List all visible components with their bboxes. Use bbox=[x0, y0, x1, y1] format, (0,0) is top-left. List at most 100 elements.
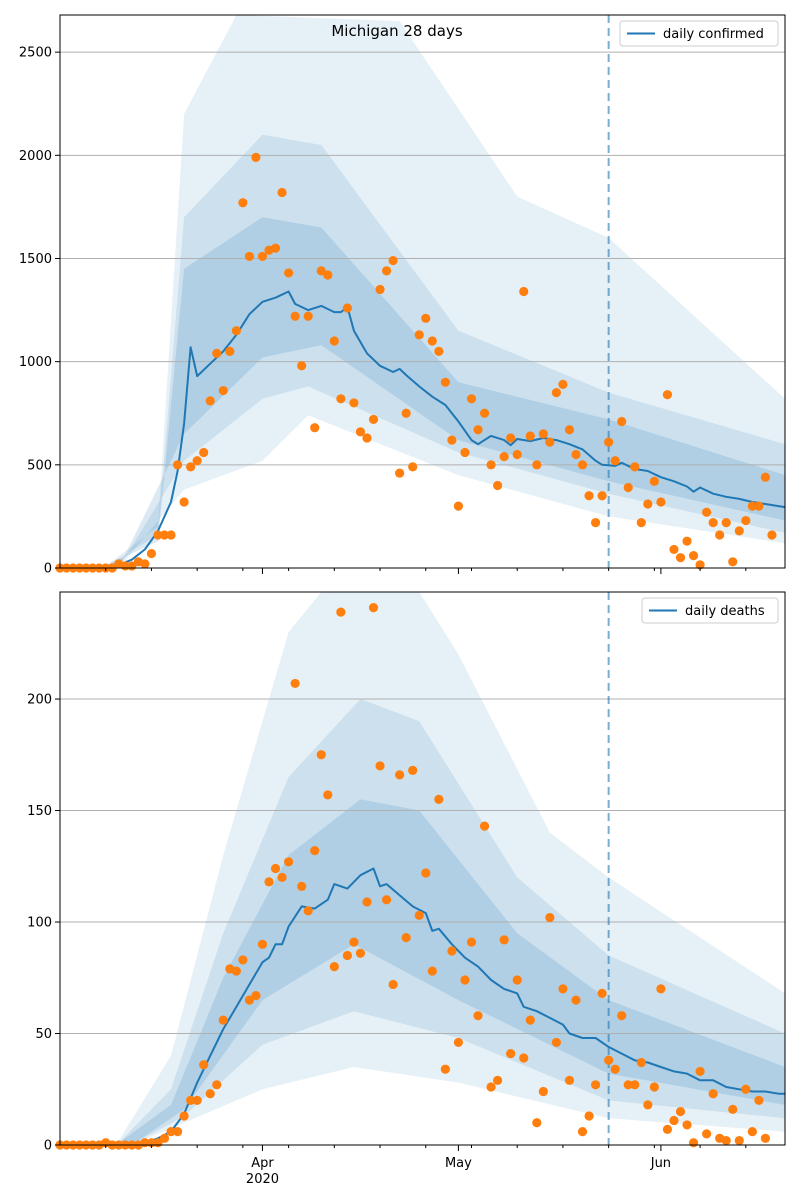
data-point bbox=[662, 1124, 673, 1134]
data-point bbox=[368, 603, 379, 613]
y-tick-label: 1000 bbox=[19, 355, 52, 370]
data-point bbox=[669, 1115, 679, 1126]
data-point bbox=[225, 346, 235, 356]
data-point bbox=[421, 868, 431, 878]
data-point bbox=[388, 979, 398, 990]
data-point bbox=[244, 995, 255, 1005]
data-point bbox=[310, 423, 320, 433]
data-point bbox=[342, 303, 352, 313]
data-point bbox=[630, 462, 640, 472]
data-point bbox=[277, 872, 287, 883]
x-tick-label: Apr bbox=[251, 1156, 274, 1171]
data-point bbox=[519, 1053, 529, 1063]
data-point bbox=[630, 1080, 640, 1090]
data-point bbox=[159, 530, 170, 540]
axes-frame bbox=[59, 591, 786, 1146]
data-point bbox=[532, 1118, 542, 1128]
data-point bbox=[610, 1064, 620, 1074]
x-tick-label: Jun bbox=[650, 1156, 671, 1171]
data-point bbox=[675, 553, 686, 563]
data-point bbox=[199, 1060, 209, 1070]
data-point bbox=[303, 906, 313, 916]
data-point bbox=[695, 560, 705, 570]
data-point bbox=[205, 1089, 215, 1099]
y-tick-label: 1500 bbox=[19, 252, 52, 267]
data-point bbox=[623, 1080, 633, 1090]
data-point bbox=[564, 1075, 575, 1085]
data-point bbox=[231, 326, 241, 336]
data-point bbox=[538, 429, 548, 439]
data-point bbox=[577, 460, 588, 470]
data-point bbox=[172, 1127, 183, 1137]
data-point bbox=[617, 416, 627, 427]
data-point bbox=[512, 449, 522, 460]
data-point bbox=[506, 1048, 516, 1059]
data-point bbox=[662, 390, 673, 400]
data-point bbox=[519, 286, 529, 297]
data-point bbox=[525, 431, 535, 441]
data-point bbox=[623, 482, 633, 493]
data-point bbox=[538, 1086, 548, 1097]
data-point bbox=[277, 187, 287, 198]
data-point bbox=[316, 750, 326, 760]
data-point bbox=[551, 1037, 561, 1048]
confirmed-legend: daily confirmed bbox=[619, 20, 779, 47]
deaths-axes-frame bbox=[59, 591, 786, 1146]
data-point bbox=[466, 394, 477, 404]
data-point bbox=[336, 607, 346, 617]
data-point bbox=[590, 518, 601, 528]
data-point bbox=[506, 433, 516, 443]
confirmed-observed-points bbox=[55, 152, 777, 573]
confirmed-axes-frame bbox=[59, 14, 786, 569]
data-point bbox=[760, 472, 771, 482]
data-point bbox=[414, 330, 424, 340]
data-point bbox=[767, 530, 777, 540]
axes-frame bbox=[59, 14, 786, 569]
legend-label: daily confirmed bbox=[663, 27, 764, 42]
data-point bbox=[146, 548, 157, 559]
data-point bbox=[715, 530, 725, 540]
data-point bbox=[649, 1082, 659, 1092]
data-point bbox=[440, 377, 450, 387]
data-point bbox=[447, 435, 457, 445]
data-point bbox=[532, 460, 542, 470]
data-point bbox=[166, 1127, 176, 1137]
chart-title: Michigan 28 days bbox=[331, 22, 462, 40]
data-point bbox=[238, 955, 248, 965]
confirmed-series-line bbox=[92, 290, 786, 568]
y-tick-label: 0 bbox=[44, 1139, 52, 1154]
data-point bbox=[466, 937, 477, 947]
y-tick-label: 2000 bbox=[19, 149, 52, 164]
data-point bbox=[264, 877, 274, 887]
data-point bbox=[460, 447, 470, 458]
data-point bbox=[597, 491, 607, 501]
data-point bbox=[323, 790, 333, 800]
data-point bbox=[238, 198, 248, 208]
data-point bbox=[702, 1129, 712, 1139]
data-point bbox=[427, 966, 437, 976]
data-point bbox=[231, 966, 241, 976]
data-point bbox=[636, 518, 646, 528]
data-point bbox=[741, 1084, 751, 1094]
data-point bbox=[493, 480, 503, 491]
y-tick-label: 0 bbox=[44, 562, 52, 577]
data-point bbox=[421, 313, 431, 323]
data-point bbox=[453, 501, 464, 511]
data-point bbox=[643, 1100, 653, 1110]
band-inner bbox=[118, 799, 786, 1145]
data-point bbox=[270, 243, 281, 253]
data-point bbox=[682, 1120, 692, 1130]
data-point bbox=[153, 530, 163, 540]
data-point bbox=[186, 1095, 196, 1106]
data-point bbox=[728, 557, 738, 567]
x-tick-label: May bbox=[445, 1156, 472, 1171]
data-point bbox=[754, 501, 764, 511]
data-point bbox=[649, 476, 659, 486]
data-point bbox=[270, 863, 281, 874]
data-point bbox=[688, 551, 699, 561]
data-point bbox=[558, 984, 568, 994]
data-point bbox=[159, 1133, 170, 1143]
data-point bbox=[688, 1138, 699, 1148]
data-point bbox=[473, 1011, 483, 1021]
